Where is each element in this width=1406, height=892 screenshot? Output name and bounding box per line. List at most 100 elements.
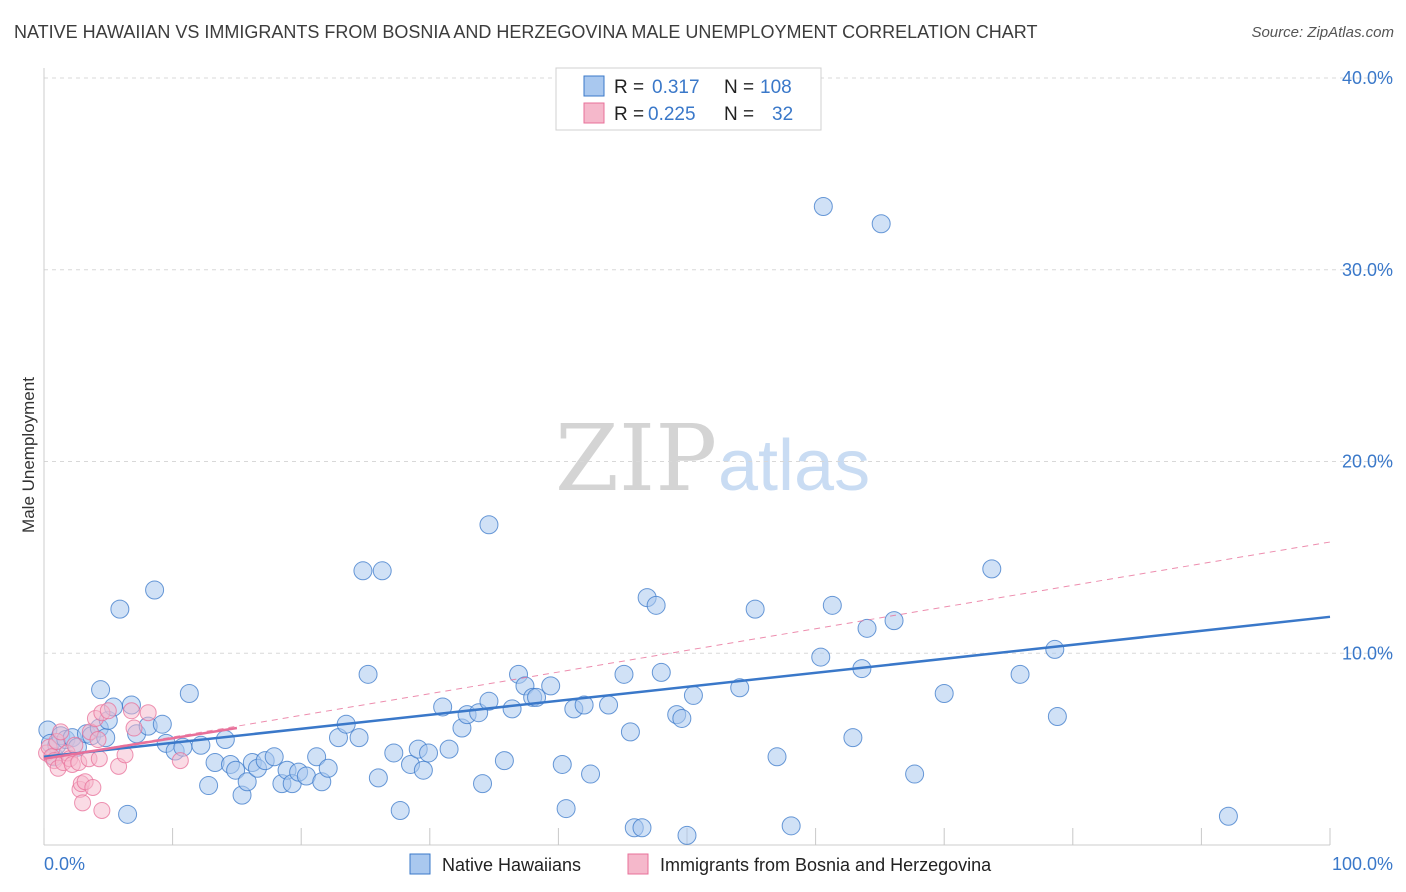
bottom-legend-swatch-native-hawaiians	[409, 853, 431, 875]
x-axis-tick-labels: 0.0% 100.0%	[44, 854, 1393, 874]
bosnia-point-28	[122, 702, 140, 720]
bosnia-point-30	[139, 704, 157, 722]
native-hawaiian-point-90	[683, 685, 703, 705]
native-hawaiian-point-16	[118, 804, 138, 824]
native-hawaiian-point-91	[730, 678, 750, 698]
bosnia-point-11	[66, 736, 84, 754]
native-hawaiian-point-15	[110, 599, 130, 619]
native-hawaiian-point-103	[905, 764, 925, 784]
native-hawaiian-point-31	[226, 760, 246, 780]
legend-r-label-2: R =	[614, 104, 644, 125]
native-hawaiian-point-66	[479, 515, 499, 535]
y-tick-label-40: 40.0%	[1342, 68, 1393, 88]
native-hawaiian-point-51	[368, 768, 388, 788]
y-tick-label-20: 20.0%	[1342, 452, 1393, 472]
native-hawaiian-point-86	[651, 662, 671, 682]
native-hawaiian-point-85	[646, 595, 666, 615]
bosnia-point-23	[93, 801, 111, 819]
native-hawaiian-point-81	[620, 722, 640, 742]
native-hawaiian-point-78	[581, 764, 601, 784]
native-hawaiian-point-45	[318, 758, 338, 778]
native-hawaiian-point-89	[677, 825, 697, 845]
native-hawaiian-point-48	[349, 728, 369, 748]
native-hawaiian-point-105	[982, 559, 1002, 579]
trend-lines	[43, 541, 1331, 760]
native-hawaiian-point-96	[813, 196, 833, 216]
y-tick-label-10: 10.0%	[1342, 643, 1393, 663]
bosnia-point-25	[99, 702, 117, 720]
native-hawaiian-point-83	[632, 818, 652, 838]
native-hawaiian-point-57	[413, 760, 433, 780]
native-hawaiian-point-43	[307, 747, 327, 767]
native-hawaiian-point-50	[358, 664, 378, 684]
y-tick-label-30: 30.0%	[1342, 260, 1393, 280]
grid-lines	[44, 77, 1392, 654]
native-hawaiian-point-94	[781, 816, 801, 836]
chart-title: NATIVE HAWAIIAN VS IMMIGRANTS FROM BOSNI…	[14, 22, 1038, 42]
bosnia-point-6	[52, 723, 70, 741]
native-hawaiian-point-109	[1218, 806, 1238, 826]
bosnia-point-21	[89, 731, 107, 749]
bottom-legend-native-hawaiians: Native Hawaiians	[442, 855, 581, 875]
watermark-atlas: atlas	[718, 426, 870, 506]
legend-r-label-1: R =	[614, 77, 644, 98]
native-hawaiian-point-98	[843, 728, 863, 748]
legend-swatch-native-hawaiians	[583, 75, 605, 97]
native-hawaiian-point-37	[264, 747, 284, 767]
bottom-legend-swatch-bosnia-immigrants	[627, 853, 649, 875]
native-hawaiian-point-104	[934, 684, 954, 704]
native-hawaiian-point-92	[745, 599, 765, 619]
native-hawaiian-point-80	[614, 664, 634, 684]
bosnia-trend	[43, 726, 238, 760]
y-axis-tick-labels: 10.0% 20.0% 30.0% 40.0%	[1342, 68, 1393, 663]
native-hawaiian-point-73	[541, 676, 561, 696]
native-hawaiian-point-108	[1047, 707, 1067, 727]
legend-r-value-2: 0.225	[648, 104, 696, 125]
native-hawaiian-point-97	[822, 595, 842, 615]
source-credit: Source: ZipAtlas.com	[1251, 24, 1394, 41]
bosnia-trend-extended	[43, 541, 1331, 760]
native-hawaiian-point-93	[767, 747, 787, 767]
native-hawaiian-point-101	[871, 214, 891, 234]
native-hawaiian-point-21	[152, 714, 172, 734]
legend-n-value-2: 32	[772, 104, 793, 125]
native-hawaiian-trend	[43, 615, 1331, 759]
native-hawaiian-point-49	[353, 561, 373, 581]
native-hawaiian-point-52	[372, 561, 392, 581]
native-hawaiian-point-95	[811, 647, 831, 667]
legend-n-label-2: N =	[724, 104, 754, 125]
watermark-zip: ZIP	[555, 405, 717, 512]
legend-n-label-1: N =	[724, 77, 754, 98]
native-hawaiian-point-106	[1010, 664, 1030, 684]
x-tick-label-max: 100.0%	[1332, 854, 1393, 874]
correlation-legend: R = 0.317 N = 108 R = 0.225 N = 32	[555, 67, 822, 131]
native-hawaiian-point-14	[91, 680, 111, 700]
native-hawaiian-point-74	[552, 754, 572, 774]
bosnia-point-31	[171, 752, 189, 770]
native-hawaiian-point-100	[857, 618, 877, 638]
native-hawaiian-point-53	[384, 743, 404, 763]
native-hawaiian-point-27	[199, 776, 219, 796]
native-hawaiian-point-60	[439, 739, 459, 759]
native-hawaiian-point-33	[237, 772, 257, 792]
native-hawaiian-point-65	[479, 691, 499, 711]
native-hawaiian-point-68	[502, 699, 522, 719]
bosnia-point-15	[74, 794, 92, 812]
native-hawaiian-point-67	[494, 751, 514, 771]
native-hawaiian-point-102	[884, 611, 904, 631]
native-hawaiian-point-58	[419, 743, 439, 763]
bosnia-point-29	[125, 719, 143, 737]
bottom-legend-bosnia-immigrants: Immigrants from Bosnia and Herzegovina	[660, 855, 992, 875]
legend-r-value-1: 0.317	[652, 77, 700, 98]
native-hawaiian-point-88	[672, 708, 692, 728]
x-tick-label-min: 0.0%	[44, 854, 85, 874]
native-hawaiian-point-107	[1045, 639, 1065, 659]
native-hawaiian-point-25	[179, 684, 199, 704]
bosnia-point-22	[90, 750, 108, 768]
x-axis-ticks	[43, 828, 1331, 845]
native-hawaiians-points	[38, 196, 1238, 845]
series-legend: Native Hawaiians Immigrants from Bosnia …	[409, 853, 992, 875]
native-hawaiian-point-54	[390, 800, 410, 820]
native-hawaiian-point-79	[599, 695, 619, 715]
